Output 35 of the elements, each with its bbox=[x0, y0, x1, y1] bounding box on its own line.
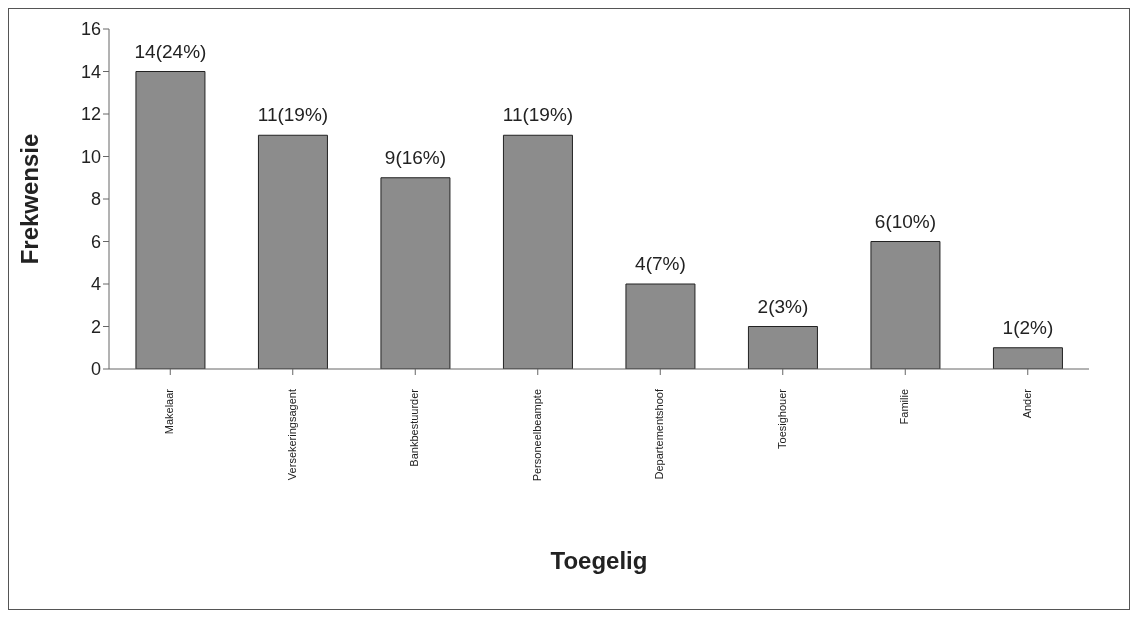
x-tick-label: Familie bbox=[898, 389, 911, 425]
x-tick-label: Versekeringsagent bbox=[285, 389, 298, 481]
y-tick-label: 2 bbox=[90, 316, 101, 337]
y-tick-label: 6 bbox=[90, 231, 101, 252]
data-label: 4(7%) bbox=[635, 253, 686, 274]
x-tick-label: Bankbestuurder bbox=[408, 388, 421, 467]
data-label: 9(16%) bbox=[384, 146, 447, 168]
x-tick-label: Ander bbox=[1020, 388, 1033, 419]
bar bbox=[870, 241, 941, 369]
y-tick-label: 10 bbox=[80, 146, 101, 167]
data-label: 1(2%) bbox=[1002, 316, 1054, 338]
bar bbox=[380, 177, 451, 369]
y-tick-label: 12 bbox=[80, 104, 101, 125]
bar bbox=[135, 71, 206, 369]
bar bbox=[502, 134, 573, 369]
bar bbox=[992, 347, 1063, 369]
x-tick-label: Personeelbeampte bbox=[530, 389, 543, 482]
data-label: 11(19%) bbox=[502, 104, 574, 126]
y-tick-label: 4 bbox=[90, 274, 101, 295]
y-tick-label: 14 bbox=[80, 61, 101, 82]
data-label: 14(24%) bbox=[134, 40, 207, 62]
bar bbox=[625, 283, 696, 369]
x-tick-label: Toesighouer bbox=[775, 388, 788, 449]
bar bbox=[747, 326, 818, 369]
data-label: 6(10%) bbox=[874, 210, 937, 232]
y-tick-label: 8 bbox=[90, 189, 101, 210]
x-tick-label: Departementshoof bbox=[653, 388, 666, 480]
y-tick-label: 16 bbox=[80, 19, 101, 40]
y-tick-label: 0 bbox=[90, 359, 101, 380]
x-tick-label: Makelaar bbox=[163, 388, 176, 435]
bar bbox=[257, 134, 328, 369]
y-axis-title: Frekwensie bbox=[15, 133, 43, 265]
data-label: 2(3%) bbox=[757, 295, 809, 317]
x-axis-title: Toegelig bbox=[550, 547, 648, 574]
data-label: 11(19%) bbox=[257, 104, 329, 126]
